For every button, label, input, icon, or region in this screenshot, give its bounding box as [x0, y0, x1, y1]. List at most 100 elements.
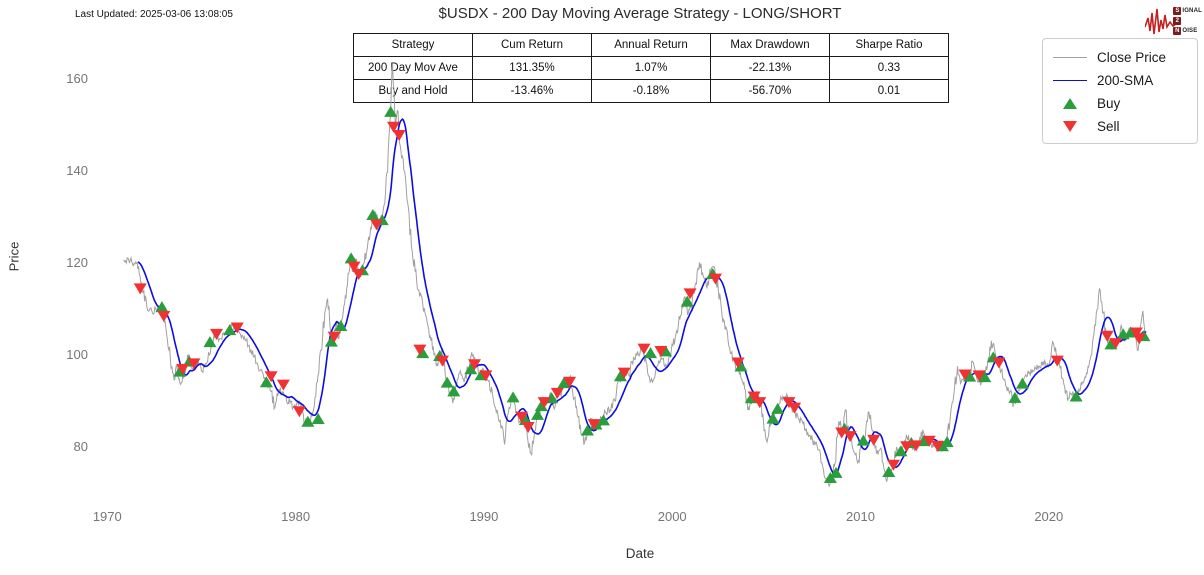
sell-marker	[392, 129, 406, 141]
buy-marker	[680, 295, 694, 307]
legend-label: Close Price	[1097, 50, 1167, 65]
buy-marker	[771, 402, 785, 414]
buy-marker	[766, 412, 780, 424]
logo-badge-2: 2	[1173, 17, 1182, 25]
sell-marker	[922, 435, 936, 447]
waveform-icon	[1145, 8, 1177, 35]
x-tick-label: 1980	[281, 509, 310, 524]
x-axis-label: Date	[625, 546, 655, 561]
cell-strategy-name: Buy and Hold	[353, 79, 473, 103]
sell-marker	[210, 328, 224, 340]
sell-marker	[563, 376, 577, 388]
stats-table: Strategy Cum Return Annual Return Max Dr…	[353, 33, 949, 103]
cell-strategy-name: 200 Day Mov Ave	[353, 56, 473, 80]
logo-row: N OISE	[1173, 27, 1198, 35]
sell-marker	[187, 358, 201, 370]
sell-marker	[683, 288, 697, 300]
sell-triangle-icon	[1053, 121, 1087, 132]
sell-marker	[886, 459, 900, 471]
sell-marker	[327, 331, 341, 343]
buy-marker	[259, 376, 273, 388]
buy-marker	[734, 360, 748, 372]
buy-marker	[882, 465, 896, 477]
y-tick-label: 140	[66, 163, 88, 178]
chart-legend: Close Price 200-SMA Buy Sell	[1042, 38, 1198, 144]
buy-marker	[1015, 377, 1029, 389]
sell-marker	[992, 357, 1006, 369]
sell-marker	[435, 355, 449, 367]
buy-marker	[1104, 338, 1118, 350]
buy-marker	[301, 415, 315, 427]
cell-sharpe-ratio: 0.01	[829, 79, 949, 103]
sell-marker	[958, 369, 972, 381]
sell-marker	[521, 421, 535, 433]
y-tick-label: 160	[66, 71, 88, 86]
buy-marker	[324, 335, 338, 347]
stats-header-annual-return: Annual Return	[591, 33, 711, 57]
sell-marker	[1132, 333, 1146, 345]
sell-marker	[352, 269, 366, 281]
sell-marker	[133, 283, 147, 295]
buy-marker	[531, 408, 545, 420]
buy-marker	[416, 347, 430, 359]
legend-item-sell: Sell	[1043, 115, 1197, 138]
buy-marker	[940, 436, 954, 448]
sell-marker	[515, 411, 529, 423]
table-row-buy-hold: Buy and Hold -13.46% -0.18% -56.70% 0.01	[353, 79, 949, 103]
sell-marker	[753, 397, 767, 409]
sell-marker	[157, 310, 171, 322]
buy-marker	[1008, 391, 1022, 403]
stats-header-strategy: Strategy	[353, 33, 473, 57]
stats-header-row: Strategy Cum Return Annual Return Max Dr…	[353, 33, 949, 57]
table-row-strategy: 200 Day Mov Ave 131.35% 1.07% -22.13% 0.…	[353, 56, 949, 80]
buy-marker	[613, 370, 627, 382]
cell-max-drawdown: -56.70%	[710, 79, 830, 103]
sell-marker	[782, 397, 796, 409]
sell-marker	[550, 387, 564, 399]
sell-marker	[909, 440, 923, 452]
sell-marker	[654, 345, 668, 357]
sell-marker	[747, 391, 761, 403]
buy-marker	[155, 301, 169, 313]
buy-marker	[447, 385, 461, 397]
sell-marker	[931, 440, 945, 452]
sell-marker	[709, 273, 723, 285]
sell-marker	[387, 121, 401, 133]
legend-item-buy: Buy	[1043, 92, 1197, 115]
sell-marker	[972, 370, 986, 382]
sell-marker	[617, 367, 631, 379]
buy-marker	[978, 371, 992, 383]
buy-marker	[464, 363, 478, 375]
sell-marker	[276, 379, 290, 391]
sell-marker	[413, 344, 427, 356]
y-tick-label: 120	[66, 255, 88, 270]
sell-marker	[1109, 338, 1123, 350]
stats-table-container: Strategy Cum Return Annual Return Max Dr…	[353, 33, 949, 103]
x-tick-label: 2020	[1034, 509, 1063, 524]
last-updated-text: Last Updated: 2025-03-06 13:08:05	[75, 9, 233, 20]
sell-marker	[835, 427, 849, 439]
buy-marker	[384, 105, 398, 117]
sell-marker	[347, 261, 361, 273]
buy-marker	[311, 413, 325, 425]
buy-marker	[366, 209, 380, 221]
logo-row: 2	[1173, 17, 1202, 26]
logo-badge-n: N	[1173, 27, 1182, 35]
stats-header-sharpe-ratio: Sharpe Ratio	[829, 33, 949, 57]
x-tick-label: 2010	[846, 509, 875, 524]
y-tick-label: 100	[66, 347, 88, 362]
sell-marker	[1050, 355, 1064, 367]
buy-marker	[534, 400, 548, 412]
x-tick-label: 1970	[93, 509, 122, 524]
signal2noise-logo: S IGNAL 2 N OISE	[1145, 3, 1202, 39]
buy-marker	[440, 376, 454, 388]
sma-line	[137, 118, 1147, 476]
sell-marker	[264, 371, 278, 383]
legend-item-sma: 200-SMA	[1043, 69, 1197, 92]
x-tick-label: 1990	[469, 509, 498, 524]
sell-marker	[867, 434, 881, 446]
buy-marker	[963, 370, 977, 382]
sell-marker	[176, 363, 190, 375]
